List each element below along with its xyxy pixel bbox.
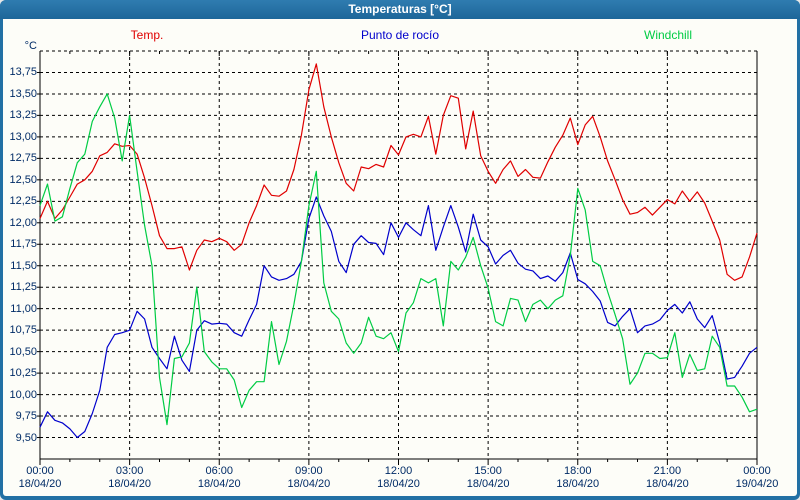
x-tick-time: 09:00 bbox=[295, 465, 323, 477]
y-tick-label: 13,50 bbox=[9, 87, 37, 100]
x-tick-date: 18/04/20 bbox=[108, 478, 152, 490]
x-tick-date: 18/04/20 bbox=[645, 478, 689, 490]
x-tick-label: 12:00 18/04/20 bbox=[357, 465, 441, 491]
y-axis-unit-label: °C bbox=[24, 40, 37, 52]
x-tick-time: 03:00 bbox=[115, 465, 144, 477]
x-tick-date: 18/04/20 bbox=[466, 478, 510, 490]
x-tick-label: 18:00 18/04/20 bbox=[536, 465, 620, 491]
y-tick-label: 13,00 bbox=[9, 130, 37, 143]
legend-item-dewpoint: Punto de rocío bbox=[360, 28, 440, 42]
x-tick-label: 00:00 18/04/20 bbox=[0, 465, 82, 491]
y-tick-label: 9,75 bbox=[15, 410, 37, 423]
x-tick-label: 15:00 18/04/20 bbox=[446, 465, 530, 491]
x-tick-label: 09:00 18/04/20 bbox=[267, 465, 351, 491]
y-tick-label: 11,50 bbox=[10, 259, 37, 272]
x-tick-label: 00:00 19/04/20 bbox=[715, 465, 799, 491]
y-tick-label: 12,75 bbox=[9, 152, 37, 165]
y-tick-label: 11,00 bbox=[10, 302, 37, 315]
legend-item-windchill: Windchill bbox=[643, 28, 693, 42]
y-tick-label: 9,50 bbox=[15, 431, 37, 444]
x-tick-date: 18/04/20 bbox=[556, 478, 600, 490]
chart-area: Temp. Punto de rocío Windchill °C 13,75 1… bbox=[3, 19, 797, 496]
y-tick-label: 12,25 bbox=[9, 195, 37, 208]
y-tick-label: 10,00 bbox=[9, 388, 37, 401]
title-bar: Temperaturas [°C] bbox=[0, 0, 800, 19]
y-tick-label: 10,25 bbox=[9, 367, 37, 380]
x-tick-label: 21:00 18/04/20 bbox=[625, 465, 709, 491]
x-tick-label: 06:00 18/04/20 bbox=[177, 465, 261, 491]
x-tick-time: 21:00 bbox=[653, 465, 682, 477]
x-tick-time: 15:00 bbox=[474, 465, 502, 477]
x-tick-date: 19/04/20 bbox=[735, 478, 779, 490]
x-tick-label: 03:00 18/04/20 bbox=[88, 465, 172, 491]
y-tick-label: 10,75 bbox=[9, 324, 37, 337]
y-tick-label: 12,50 bbox=[9, 173, 37, 186]
x-tick-time: 00:00 bbox=[26, 465, 54, 477]
x-tick-date: 18/04/20 bbox=[197, 478, 241, 490]
x-tick-date: 18/04/20 bbox=[18, 478, 62, 490]
x-tick-time: 06:00 bbox=[205, 465, 234, 477]
y-tick-label: 12,00 bbox=[9, 216, 37, 229]
series-line-0 bbox=[39, 63, 758, 281]
y-tick-label: 13,25 bbox=[9, 109, 37, 122]
legend-item-temp: Temp. bbox=[130, 28, 164, 42]
page-title: Temperaturas [°C] bbox=[348, 2, 452, 16]
y-tick-label: 11,75 bbox=[10, 238, 37, 251]
x-tick-time: 12:00 bbox=[384, 465, 413, 477]
x-tick-time: 00:00 bbox=[743, 465, 771, 477]
y-tick-label: 10,50 bbox=[9, 345, 37, 358]
series-line-2 bbox=[39, 93, 758, 426]
x-tick-date: 18/04/20 bbox=[287, 478, 331, 490]
series-line-1 bbox=[39, 196, 758, 439]
y-tick-label: 11,25 bbox=[10, 281, 37, 294]
line-chart-plot bbox=[37, 50, 758, 465]
x-tick-date: 18/04/20 bbox=[377, 478, 420, 490]
y-tick-label: 13,75 bbox=[9, 66, 37, 79]
x-tick-time: 18:00 bbox=[563, 465, 592, 477]
